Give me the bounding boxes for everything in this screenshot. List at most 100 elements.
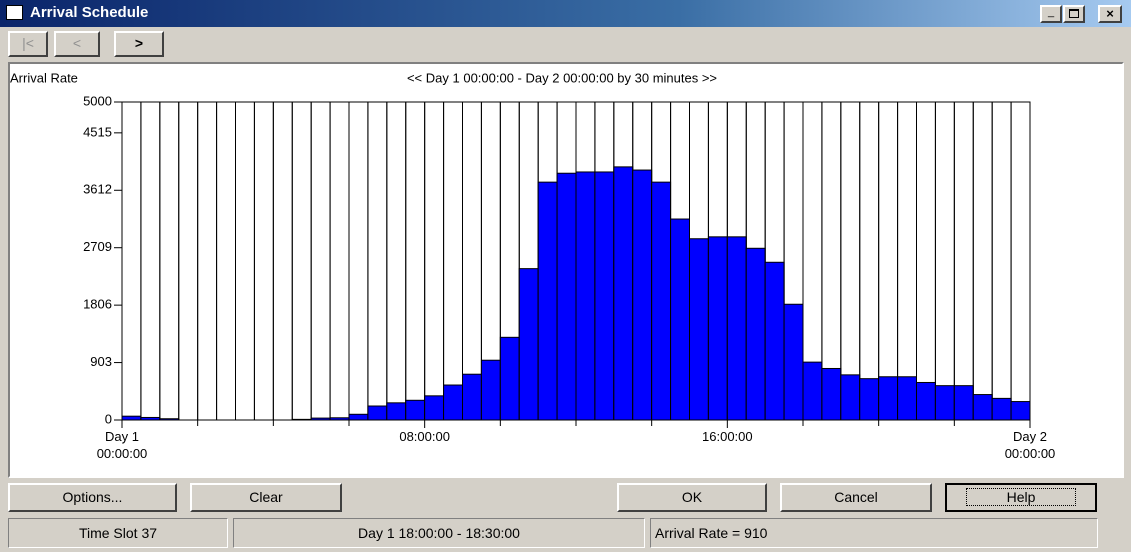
y-tick-label: 0: [105, 411, 112, 426]
bar: [443, 384, 464, 421]
x-tick-label: 16:00:00: [702, 429, 753, 444]
bar: [348, 413, 369, 421]
bar: [1010, 401, 1031, 421]
bar: [840, 374, 861, 421]
bar: [367, 405, 388, 421]
slot-frame: [424, 101, 445, 421]
bar: [745, 247, 766, 421]
slot-frame: [386, 101, 407, 421]
slot-frame: [878, 101, 899, 421]
bar: [556, 172, 577, 421]
bar: [480, 359, 501, 421]
bar: [121, 415, 142, 421]
slot-frame: [953, 101, 974, 421]
bar: [953, 385, 974, 421]
slot-frame: [272, 101, 293, 421]
bar: [575, 171, 596, 421]
slot-frame: [197, 101, 218, 421]
slot-frame: [859, 101, 880, 421]
slot-frame: [348, 101, 369, 421]
help-label: Help: [965, 488, 1077, 506]
chart: << Day 1 00:00:00 - Day 2 00:00:00 by 30…: [10, 70, 1031, 428]
slot-frame: [897, 101, 917, 421]
close-button[interactable]: ×: [1098, 5, 1122, 23]
slot-frame: [329, 101, 350, 421]
bar: [972, 394, 993, 421]
slot-frame: [178, 101, 199, 421]
y-tick-label: 4515: [83, 124, 112, 139]
slot-frame: [405, 101, 426, 421]
bar: [802, 361, 823, 421]
bar: [518, 268, 539, 421]
slot-frame: [972, 101, 993, 421]
window-icon: [6, 5, 23, 20]
next-button[interactable]: >: [114, 31, 164, 57]
bar: [594, 171, 615, 421]
bar: [991, 397, 1012, 421]
y-axis-label: Arrival Rate: [10, 70, 78, 85]
cancel-button[interactable]: Cancel: [780, 483, 932, 512]
slot-frame: [443, 101, 464, 421]
bar: [821, 367, 842, 421]
x-tick-label: Day 2 00:00:00: [1004, 429, 1056, 461]
ok-button[interactable]: OK: [617, 483, 767, 512]
slot-frame: [1010, 101, 1031, 421]
slot-frame: [934, 101, 955, 421]
bar: [726, 236, 747, 421]
slot-frame: [991, 101, 1012, 421]
slot-frame: [916, 101, 936, 421]
bar: [764, 261, 785, 421]
bar: [670, 218, 690, 421]
bar: [613, 166, 634, 421]
slot-frame: [310, 101, 331, 421]
bar: [537, 181, 558, 421]
slot-frame: [291, 101, 312, 421]
status-arrival-rate: Arrival Rate = 910: [650, 518, 1098, 548]
previous-button[interactable]: <: [54, 31, 100, 57]
minimize-button[interactable]: _: [1040, 5, 1062, 23]
slot-frame: [253, 101, 274, 421]
bar: [934, 385, 955, 421]
x-tick-label: 08:00:00: [399, 429, 450, 444]
slot-frame: [367, 101, 388, 421]
y-tick-label: 903: [90, 354, 112, 369]
bar: [462, 373, 482, 421]
slot-frame: [140, 101, 161, 421]
clear-button[interactable]: Clear: [190, 483, 342, 512]
window-title: Arrival Schedule: [30, 4, 149, 21]
bar: [386, 402, 407, 421]
x-tick-label: Day 1 00:00:00: [96, 429, 148, 461]
bar: [405, 399, 426, 421]
title-bar: Arrival Schedule _ ×: [0, 0, 1131, 27]
slot-frame: [159, 101, 180, 421]
status-time-range: Day 1 18:00:00 - 18:30:00: [233, 518, 645, 548]
bar: [651, 181, 672, 421]
y-tick-label: 3612: [83, 182, 112, 197]
bar: [916, 381, 936, 421]
maximize-button[interactable]: [1063, 5, 1085, 23]
bar: [859, 378, 880, 421]
y-tick-label: 5000: [83, 93, 112, 108]
slot-frame: [462, 101, 482, 421]
y-tick-label: 2709: [83, 239, 112, 254]
slot-frame: [840, 101, 861, 421]
bar: [632, 169, 653, 421]
bar: [707, 236, 728, 421]
slot-frame: [235, 101, 255, 421]
bar: [424, 395, 445, 421]
bar: [689, 238, 709, 421]
bar: [499, 336, 520, 421]
slot-frame: [216, 101, 236, 421]
y-tick-label: 1806: [83, 297, 112, 312]
first-button[interactable]: |<: [8, 31, 48, 57]
bar: [897, 376, 917, 421]
status-time-slot: Time Slot 37: [8, 518, 228, 548]
slot-frame: [121, 101, 142, 421]
bar: [878, 376, 899, 421]
bar: [783, 303, 804, 421]
chart-title: << Day 1 00:00:00 - Day 2 00:00:00 by 30…: [407, 70, 717, 85]
help-button[interactable]: Help: [945, 483, 1097, 512]
options-button[interactable]: Options...: [8, 483, 177, 512]
chart-panel: << Day 1 00:00:00 - Day 2 00:00:00 by 30…: [8, 62, 1124, 478]
